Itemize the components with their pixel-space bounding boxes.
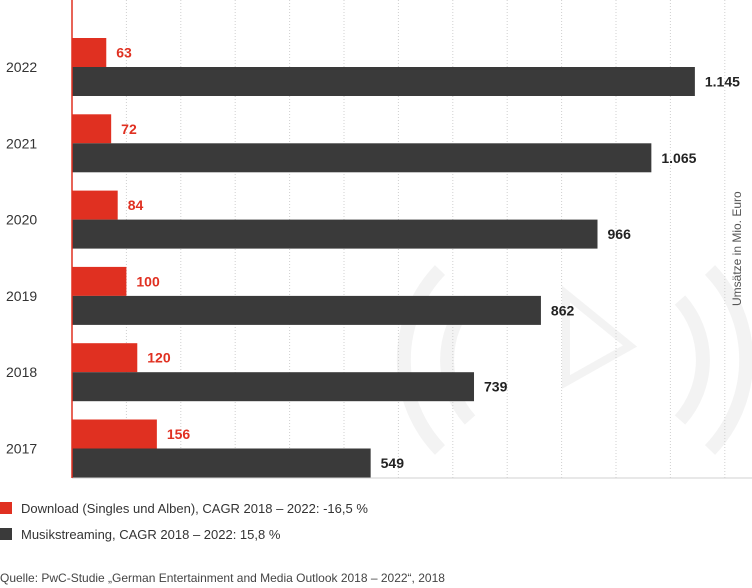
legend-swatch-streaming: [0, 528, 12, 540]
category-label-2021: 2021: [6, 135, 37, 151]
streaming-value-label-2018: 739: [484, 379, 508, 395]
category-label-2022: 2022: [6, 59, 37, 75]
bars: [72, 38, 695, 478]
legend-swatch-download: [0, 502, 12, 514]
download-bar-2022: [72, 38, 107, 67]
source-note: Quelle: PwC-Studie „German Entertainment…: [0, 571, 445, 585]
streaming-value-label-2017: 549: [381, 455, 405, 471]
download-bar-2018: [72, 343, 138, 373]
value-labels: 63 1.145 72 1.065 84 966 100 862 120 739 156 549: [116, 45, 740, 472]
download-value-label-2017: 156: [167, 426, 191, 442]
legend-label-streaming: Musikstreaming, CAGR 2018 – 2022: 15,8 %: [21, 526, 281, 542]
streaming-value-label-2022: 1.145: [705, 74, 740, 90]
legend-item-streaming: Musikstreaming, CAGR 2018 – 2022: 15,8 %: [0, 525, 740, 543]
streaming-bar-2019: [72, 295, 541, 325]
download-bar-2020: [72, 190, 118, 220]
streaming-value-label-2020: 966: [608, 226, 632, 242]
streaming-bar-2021: [72, 143, 652, 173]
category-label-2019: 2019: [6, 288, 37, 304]
bar-chart: 63 1.145 72 1.065 84 966 100 862 120 739 156 549 20…: [6, 0, 752, 479]
category-label-2018: 2018: [6, 364, 37, 380]
download-value-label-2019: 100: [136, 273, 160, 289]
category-label-2020: 2020: [6, 212, 37, 228]
download-value-label-2018: 120: [147, 350, 171, 366]
category-label-2017: 2017: [6, 441, 37, 457]
streaming-value-label-2021: 1.065: [661, 150, 696, 166]
download-bar-2021: [72, 114, 112, 144]
category-labels: 2022 2021 2020 2019 2018 2017: [6, 59, 37, 457]
streaming-bar-2022: [72, 67, 695, 96]
streaming-value-label-2019: 862: [551, 302, 575, 318]
streaming-bar-2018: [72, 372, 475, 402]
y-axis-title: Umsätze in Mio. Euro: [730, 191, 744, 306]
streaming-bar-2017: [72, 448, 371, 478]
legend-label-download: Download (Singles und Alben), CAGR 2018 …: [21, 500, 368, 516]
download-bar-2017: [72, 419, 157, 449]
download-value-label-2021: 72: [121, 121, 137, 137]
download-value-label-2020: 84: [128, 197, 144, 213]
download-value-label-2022: 63: [116, 45, 132, 61]
legend-item-download: Download (Singles und Alben), CAGR 2018 …: [0, 499, 740, 517]
download-bar-2019: [72, 266, 127, 296]
streaming-bar-2020: [72, 219, 598, 249]
grid-lines: [72, 0, 752, 479]
